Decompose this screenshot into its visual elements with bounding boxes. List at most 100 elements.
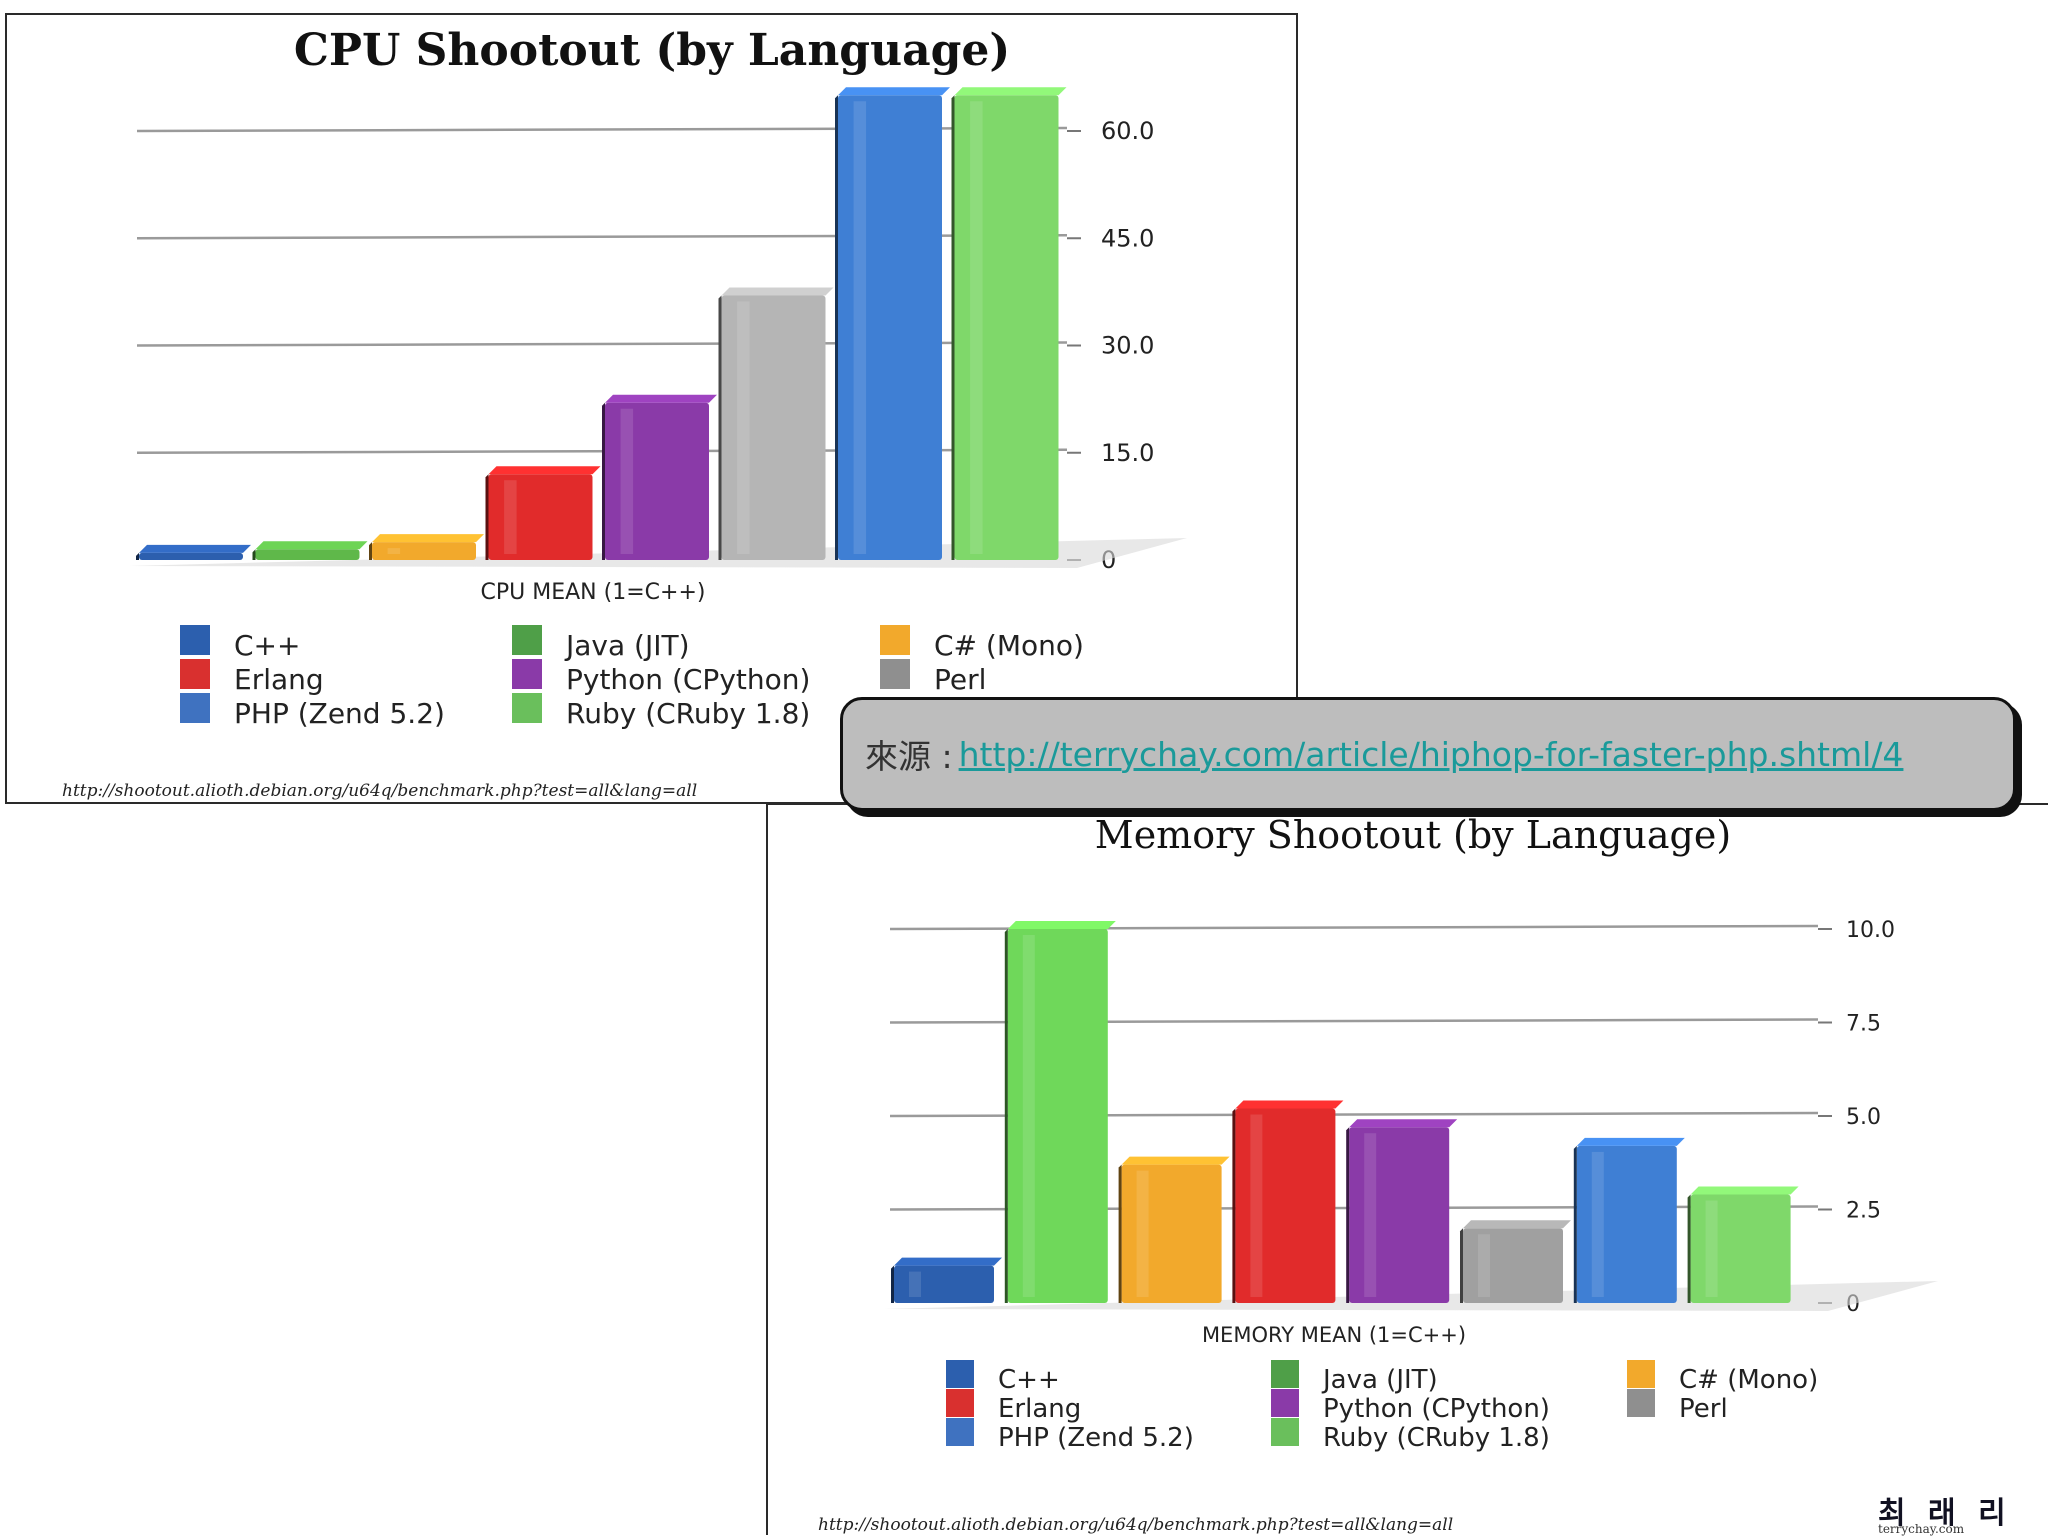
bar <box>139 552 243 560</box>
legend-label: Erlang <box>998 1394 1081 1424</box>
bar-side-face <box>891 1265 894 1303</box>
y-tick-label: 7.5 <box>1846 1012 1881 1037</box>
y-tick-label: 30.0 <box>1101 332 1154 360</box>
cpu-chart-panel: CPU Shootout (by Language) 0 15.0 30.0 45.0 6… <box>5 13 1298 804</box>
bar-top-face <box>488 466 601 475</box>
watermark-domain: terrychay.com <box>1878 1522 1965 1536</box>
bar-highlight <box>1022 935 1035 1297</box>
legend-label: Python (CPython) <box>1323 1394 1550 1424</box>
bar <box>1121 1164 1222 1303</box>
legend-swatch <box>1271 1389 1299 1417</box>
bar-top-face <box>1576 1137 1685 1146</box>
legend-label: Ruby (CRuby 1.8) <box>566 697 810 730</box>
legend-swatch <box>180 693 210 723</box>
bar-side-face <box>1687 1194 1691 1303</box>
bar-top-face <box>894 1257 1002 1266</box>
bar-side-face <box>602 402 605 560</box>
bar-side-face <box>1573 1145 1577 1303</box>
legend-swatch <box>946 1389 974 1417</box>
bar-top-face <box>605 394 717 403</box>
legend-swatch <box>1271 1360 1299 1388</box>
legend-swatch <box>1271 1418 1299 1446</box>
bar <box>488 474 593 560</box>
bar-top-face <box>721 287 834 296</box>
bar <box>605 402 709 560</box>
bar-top-face <box>372 534 484 543</box>
bar-top-face <box>838 87 950 96</box>
y-tick-label: 15.0 <box>1101 439 1154 467</box>
bar-side-face <box>136 552 139 560</box>
bar <box>721 295 826 560</box>
bar <box>1463 1228 1563 1303</box>
source-link[interactable]: http://terrychay.com/article/hiphop-for-… <box>958 734 1904 774</box>
bar <box>1007 929 1108 1303</box>
legend-label: C# (Mono) <box>934 629 1084 662</box>
legend-swatch <box>946 1418 974 1446</box>
legend-label: C# (Mono) <box>1679 1365 1818 1395</box>
chart-title: CPU Shootout (by Language) <box>294 25 1010 76</box>
legend-label: C++ <box>234 629 300 662</box>
bar-highlight <box>620 408 634 554</box>
legend-label: PHP (Zend 5.2) <box>234 697 445 730</box>
bar <box>894 1265 994 1303</box>
y-tick-label: 10.0 <box>1846 918 1895 943</box>
legend-label: Perl <box>934 663 986 696</box>
bar-side-face <box>835 95 838 560</box>
bar-highlight <box>1364 1133 1377 1297</box>
legend-label: Perl <box>1679 1394 1728 1424</box>
bar-top-face <box>1349 1119 1458 1128</box>
bar <box>1690 1194 1791 1303</box>
bar <box>1576 1145 1677 1303</box>
y-tick-label: 5.0 <box>1846 1105 1881 1130</box>
chart-footer-url: http://shootout.alioth.debian.org/u64q/b… <box>818 1515 1453 1535</box>
bar-highlight <box>1250 1114 1263 1297</box>
bar-top-face <box>1007 921 1116 929</box>
cpu-chart: CPU Shootout (by Language)015.030.045.06… <box>62 25 1187 801</box>
legend-swatch <box>880 659 910 689</box>
legend-label: C++ <box>998 1365 1060 1395</box>
bar-side-face <box>485 474 489 560</box>
bar-highlight <box>909 1271 921 1297</box>
bar-top-face <box>255 541 368 550</box>
bar-side-face <box>1346 1127 1350 1303</box>
bar <box>255 549 360 560</box>
bar-highlight <box>853 101 867 554</box>
bar-highlight <box>1705 1200 1718 1297</box>
bar-side-face <box>1232 1108 1236 1303</box>
bar-highlight <box>1591 1151 1604 1297</box>
legend-swatch <box>1627 1360 1655 1388</box>
legend-swatch <box>512 659 542 689</box>
legend-swatch <box>1627 1389 1655 1417</box>
bar-top-face <box>1690 1186 1799 1195</box>
bar <box>372 542 476 560</box>
legend-swatch <box>180 659 210 689</box>
bar-highlight <box>504 480 517 554</box>
legend-swatch <box>946 1360 974 1388</box>
y-tick-label: 45.0 <box>1101 224 1154 252</box>
source-callout: 來源 : http://terrychay.com/article/hiphop… <box>840 697 2016 811</box>
x-axis-label: CPU MEAN (1=C++) <box>481 580 706 605</box>
bar-side-face <box>1004 929 1008 1303</box>
legend-label: Java (JIT) <box>1321 1365 1438 1395</box>
legend-swatch <box>180 625 210 655</box>
bar-side-face <box>951 95 955 560</box>
bar-side-face <box>252 549 256 560</box>
bar-side-face <box>718 295 722 560</box>
chart-title: Memory Shootout (by Language) <box>1095 813 1731 857</box>
bar-top-face <box>1121 1156 1230 1165</box>
y-tick-label: 2.5 <box>1846 1199 1881 1224</box>
bar-side-face <box>1460 1228 1463 1303</box>
legend-label: Ruby (CRuby 1.8) <box>1323 1423 1550 1453</box>
bar-top-face <box>139 544 251 553</box>
x-axis-label: MEMORY MEAN (1=C++) <box>1202 1323 1466 1347</box>
legend-swatch <box>512 625 542 655</box>
bar-top-face <box>1463 1220 1571 1229</box>
legend-label: PHP (Zend 5.2) <box>998 1423 1194 1453</box>
bar <box>1235 1108 1336 1303</box>
bar-highlight <box>1478 1234 1490 1297</box>
bar-highlight <box>737 301 750 554</box>
bar-highlight <box>1136 1170 1149 1297</box>
bar-highlight <box>387 548 401 554</box>
legend-label: Python (CPython) <box>566 663 810 696</box>
legend-swatch <box>880 625 910 655</box>
